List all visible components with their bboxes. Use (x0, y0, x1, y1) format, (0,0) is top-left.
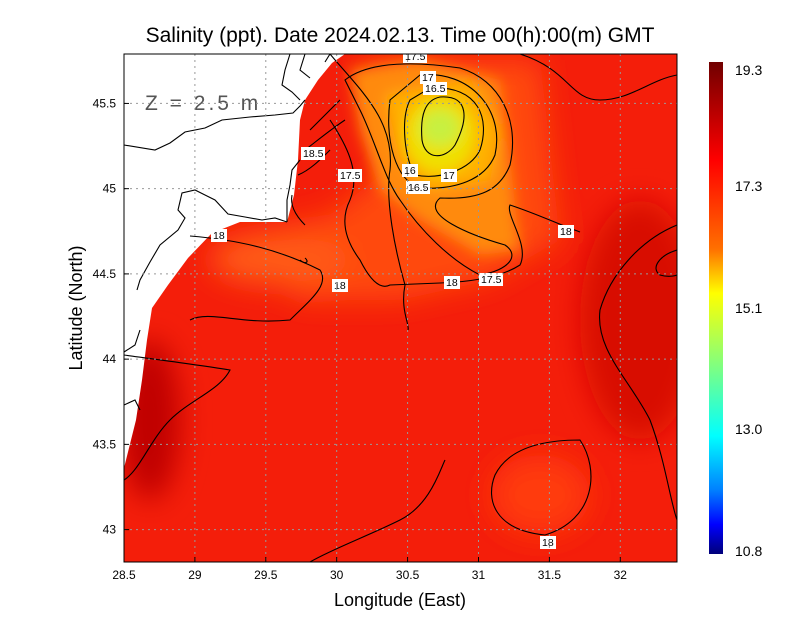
chart-title: Salinity (ppt). Date 2024.02.13. Time 00… (146, 24, 655, 47)
x-tick-label: 29 (188, 568, 202, 582)
contour-lines (124, 54, 677, 562)
y-tick-label: 44 (103, 352, 117, 366)
x-tick-label: 30.5 (396, 568, 420, 582)
y-tick-label: 43.5 (93, 437, 117, 451)
x-tick-label: 31 (472, 568, 486, 582)
y-tick-label: 45 (103, 182, 117, 196)
colorbar-label: 10.8 (735, 543, 762, 559)
y-axis-ticks: 45.5 45 44.5 44 43.5 43 (93, 96, 129, 537)
plot-frame (123, 53, 678, 563)
svg-text:17: 17 (422, 72, 434, 84)
y-tick-label: 43 (103, 523, 117, 537)
x-tick-label: 29.5 (254, 568, 278, 582)
svg-text:16.5: 16.5 (425, 83, 446, 95)
svg-text:18.5: 18.5 (303, 148, 324, 160)
colorbar-label: 13.0 (735, 421, 762, 437)
depth-label: Z = 2.5 m (145, 92, 261, 115)
svg-text:17.5: 17.5 (340, 170, 361, 182)
svg-text:18: 18 (334, 280, 346, 292)
x-tick-label: 30 (330, 568, 344, 582)
colorbar-label: 17.3 (735, 178, 762, 194)
svg-text:17: 17 (443, 170, 455, 182)
y-tick-label: 45.5 (93, 96, 117, 110)
colorbar (709, 62, 723, 554)
coastline (124, 54, 331, 411)
svg-text:16.5: 16.5 (408, 182, 429, 194)
x-tick-label: 28.5 (112, 568, 136, 582)
svg-text:18: 18 (213, 230, 225, 242)
x-axis-ticks: 28.5 29 29.5 30 30.5 31 31.5 32 (112, 557, 627, 582)
contour-labels: 17.5 17 16.5 18.5 17.5 16 16.5 17 18 18 … (211, 51, 574, 549)
land-mass (124, 54, 345, 468)
svg-text:18: 18 (446, 277, 458, 289)
x-tick-label: 31.5 (538, 568, 562, 582)
svg-text:18: 18 (542, 537, 554, 549)
colorbar-label: 19.3 (735, 62, 762, 78)
grid-lines (124, 54, 677, 562)
svg-text:17.5: 17.5 (405, 51, 426, 63)
x-tick-label: 32 (614, 568, 628, 582)
colorbar-label: 15.1 (735, 300, 762, 316)
svg-text:18: 18 (560, 226, 572, 238)
y-tick-label: 44.5 (93, 267, 117, 281)
svg-text:16: 16 (404, 165, 416, 177)
y-axis-label: Latitude (North) (66, 245, 86, 370)
x-axis-label: Longitude (East) (334, 590, 466, 610)
salinity-field: 17.5 17 16.5 18.5 17.5 16 16.5 17 18 18 … (124, 51, 677, 562)
svg-text:17.5: 17.5 (481, 274, 502, 286)
